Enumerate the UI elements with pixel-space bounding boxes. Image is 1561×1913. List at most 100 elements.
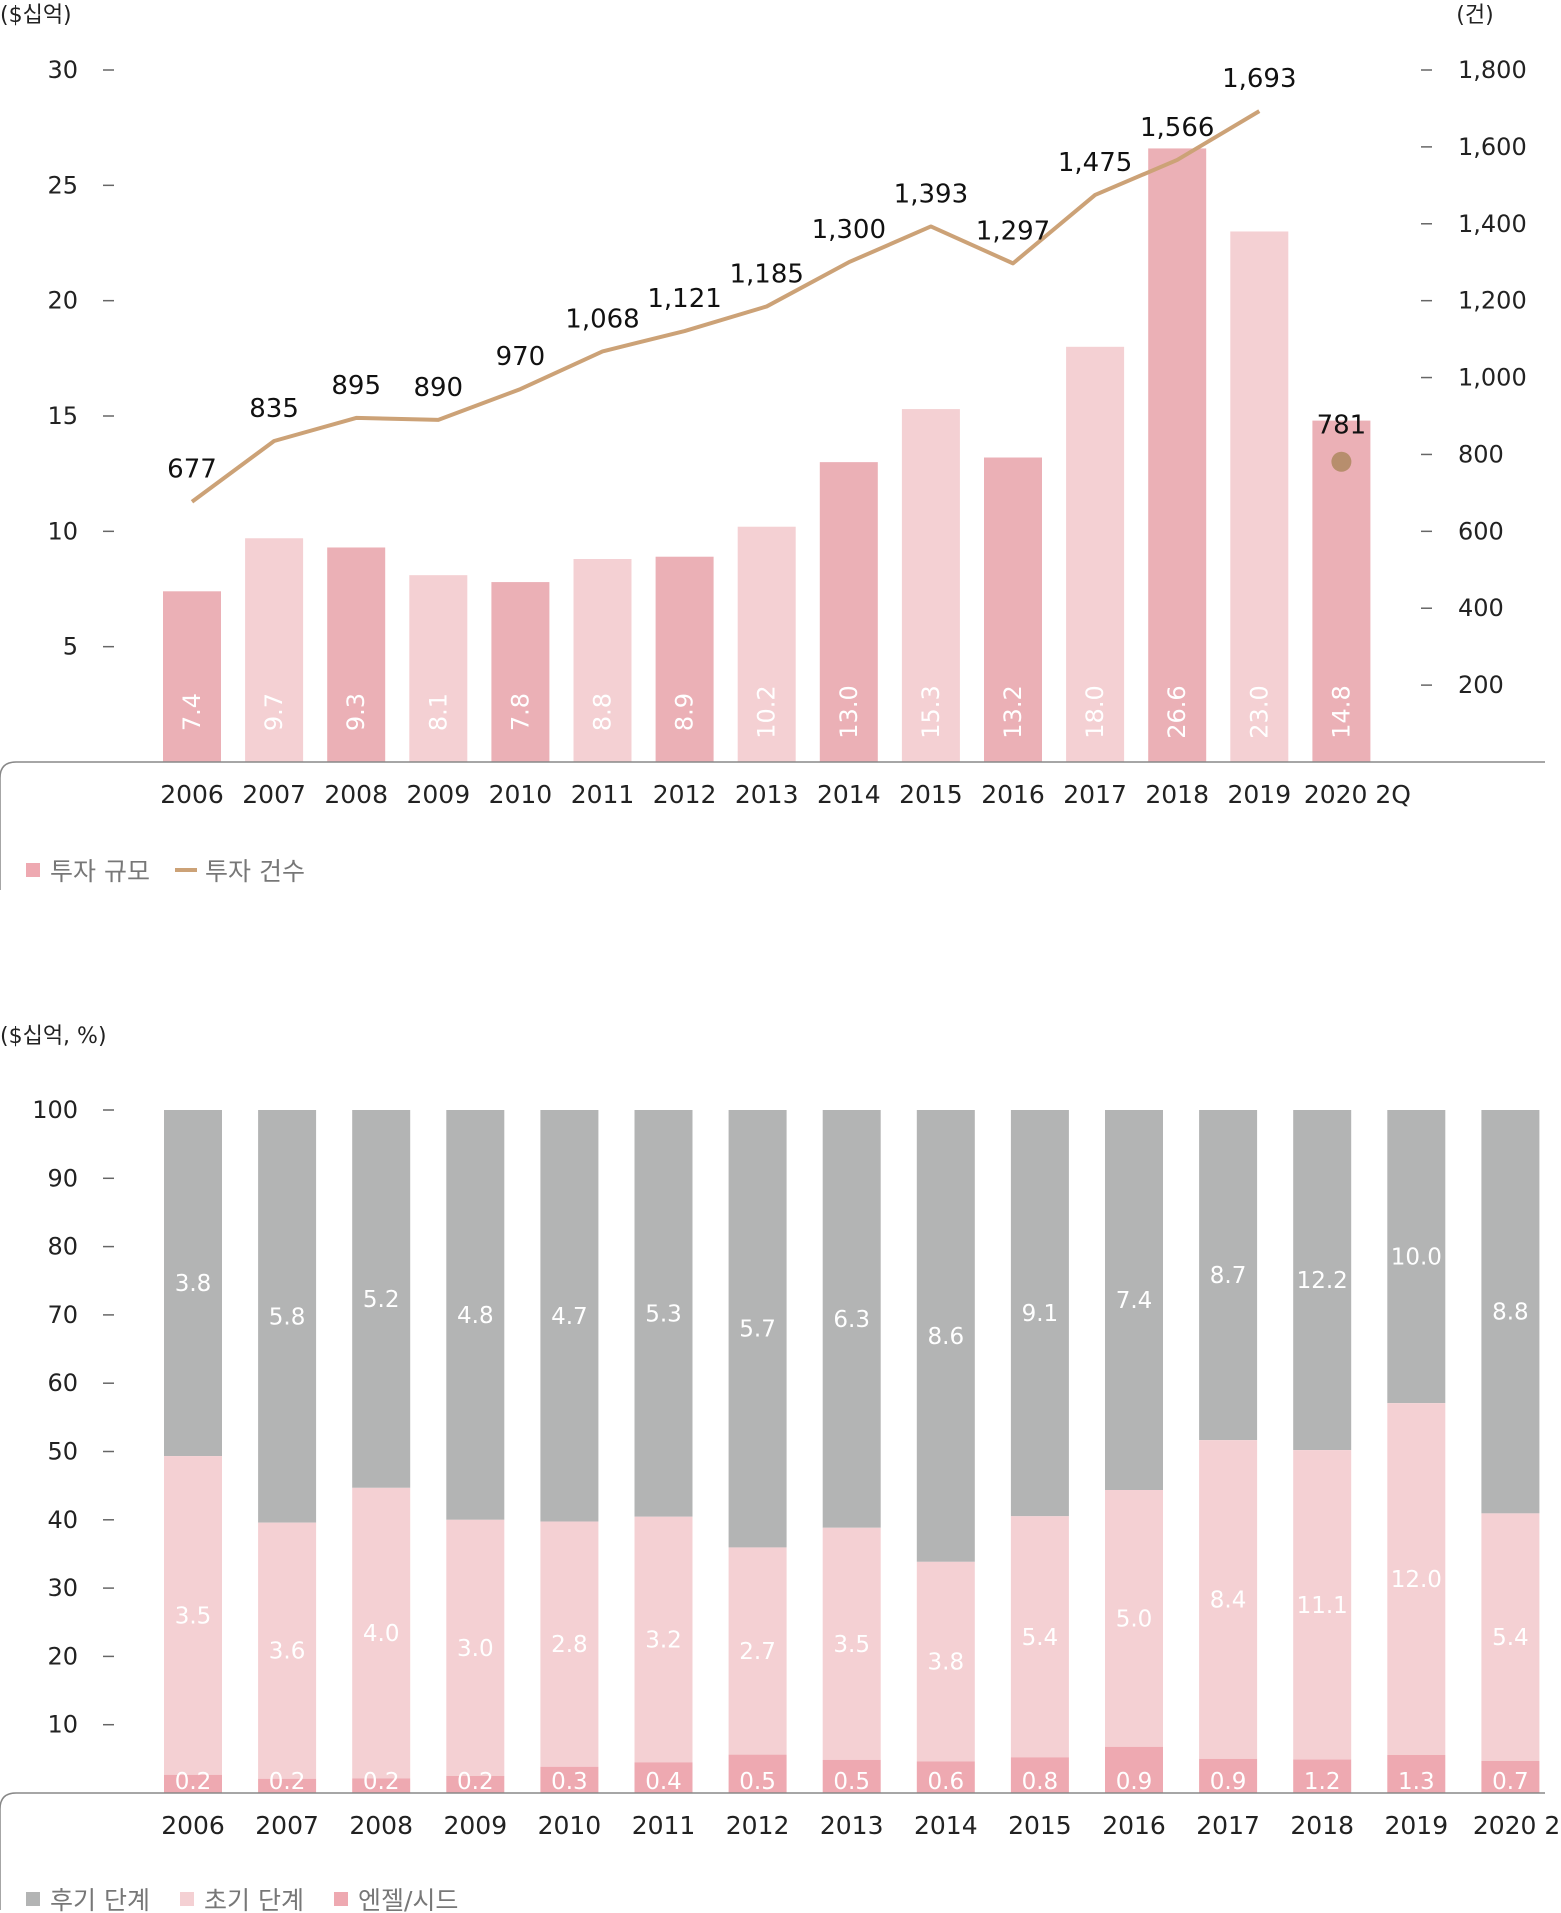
stacked-category-label: 2012 [726, 1811, 790, 1840]
seed-value: 0.7 [1492, 1769, 1529, 1795]
count-value-label: 1,693 [1222, 64, 1296, 94]
late-stage-value: 8.6 [928, 1324, 965, 1350]
early-stage-segment [728, 1547, 787, 1755]
count-value-label: 1,297 [976, 216, 1050, 246]
late-stage-segment [446, 1110, 505, 1520]
early-stage-value: 3.8 [928, 1650, 965, 1676]
stacked-category-label: 2015 [1008, 1811, 1072, 1840]
seed-segment [728, 1754, 787, 1793]
late-stage-segment [258, 1110, 317, 1523]
seed-segment [1199, 1758, 1258, 1793]
seed-segment [164, 1774, 222, 1793]
stacked-category-label: 2020 2Q [1473, 1811, 1561, 1840]
size-bar-value: 8.9 [671, 693, 699, 731]
chart-frame [0, 761, 1545, 890]
category-label: 2010 [489, 780, 553, 809]
stacked-bars-group [164, 1110, 1540, 1793]
late-stage-value: 6.3 [833, 1307, 870, 1333]
stacked-category-label: 2010 [538, 1811, 602, 1840]
seed-value: 0.9 [1116, 1769, 1153, 1795]
early-stage-segment [446, 1519, 505, 1776]
right-axis-unit: (건) [1456, 3, 1493, 28]
size-bar [984, 457, 1042, 762]
seed-segment [1481, 1760, 1540, 1793]
count-value-label: 1,475 [1058, 148, 1132, 178]
stacked-category-label: 2006 [161, 1811, 225, 1840]
right-tick-label: 1,000 [1458, 364, 1527, 392]
seed-value: 0.5 [739, 1769, 776, 1795]
size-bar-value: 9.3 [342, 693, 370, 731]
legend: 투자 규모 투자 건수 [26, 857, 305, 886]
category-label: 2019 [1227, 780, 1291, 809]
early-stage-segment [540, 1521, 599, 1767]
size-bar-value: 23.0 [1245, 685, 1273, 738]
late-stage-segment [728, 1110, 787, 1548]
category-label: 2011 [571, 780, 635, 809]
late-stage-value: 5.3 [645, 1301, 682, 1327]
seed-value: 0.2 [175, 1769, 212, 1795]
legend-square-size [26, 863, 40, 877]
seed-value: 0.2 [269, 1769, 306, 1795]
late-stage-segment [540, 1110, 599, 1522]
size-bar [1230, 231, 1289, 762]
early-stage-segment [822, 1527, 881, 1760]
late-stage-segment [1199, 1110, 1258, 1441]
legend-label-count: 투자 건수 [205, 857, 305, 886]
size-bar [163, 591, 221, 762]
size-bar [819, 462, 878, 762]
early-stage-value: 3.6 [269, 1639, 306, 1665]
late-stage-segment [164, 1110, 222, 1457]
category-label: 2013 [735, 780, 799, 809]
size-bar [1312, 420, 1371, 762]
legend-label-size: 투자 규모 [50, 857, 150, 886]
late-stage-segment [634, 1110, 693, 1517]
size-bar [737, 526, 796, 762]
stacked-category-labels: 2006 2007 2008 2009 2010 2011 2012 2013 2014 2015… [161, 1811, 1561, 1840]
early-stage-value: 3.5 [833, 1632, 870, 1658]
legend-label-seed: 엔젤/시드 [358, 1886, 458, 1913]
early-stage-value: 2.8 [551, 1632, 588, 1658]
size-bar-value: 15.3 [917, 685, 945, 738]
count-value-label: 1,300 [812, 215, 886, 245]
stacked-category-label: 2019 [1384, 1811, 1448, 1840]
seed-segment [1387, 1754, 1446, 1793]
size-bar [1148, 148, 1207, 763]
late-stage-segment [352, 1110, 411, 1488]
early-stage-value: 5.4 [1492, 1625, 1529, 1651]
seed-segment [258, 1778, 317, 1793]
legend-square-late [26, 1892, 40, 1906]
count-value-label: 890 [413, 373, 463, 403]
early-stage-segment [916, 1561, 975, 1762]
size-bar [327, 547, 386, 762]
category-label: 2015 [899, 780, 963, 809]
category-label: 2018 [1145, 780, 1209, 809]
right-tick-label: 400 [1458, 594, 1504, 622]
category-label: 2014 [817, 780, 881, 809]
early-stage-value: 11.1 [1297, 1593, 1348, 1619]
early-stage-segment [1010, 1516, 1069, 1758]
early-stage-value: 5.0 [1116, 1606, 1153, 1632]
stacked-tick-label: 80 [47, 1233, 78, 1261]
stacked-tick-label: 50 [47, 1438, 78, 1466]
size-bar [409, 575, 468, 762]
category-labels: 2006 2007 2008 2009 2010 2011 2012 2013 2014 2015… [160, 780, 1411, 809]
early-stage-segment [634, 1516, 693, 1763]
left-tick-label: 25 [47, 171, 78, 199]
late-stage-value: 3.8 [175, 1271, 212, 1297]
left-tick-label: 30 [47, 56, 78, 84]
early-stage-segment [352, 1487, 411, 1779]
stacked-category-label: 2018 [1290, 1811, 1354, 1840]
size-bar [245, 538, 304, 762]
category-label: 2008 [324, 780, 388, 809]
seed-value: 1.2 [1304, 1769, 1341, 1795]
stacked-category-label: 2013 [820, 1811, 884, 1840]
early-stage-value: 3.2 [645, 1628, 682, 1654]
size-bar-value: 26.6 [1163, 685, 1191, 738]
size-bar-value: 18.0 [1081, 685, 1109, 738]
legend-label-early: 초기 단계 [204, 1886, 304, 1913]
early-stage-segment [1387, 1403, 1446, 1755]
left-tick-label: 5 [63, 633, 78, 661]
late-stage-value: 4.7 [551, 1304, 588, 1330]
late-stage-value: 8.7 [1210, 1263, 1247, 1289]
